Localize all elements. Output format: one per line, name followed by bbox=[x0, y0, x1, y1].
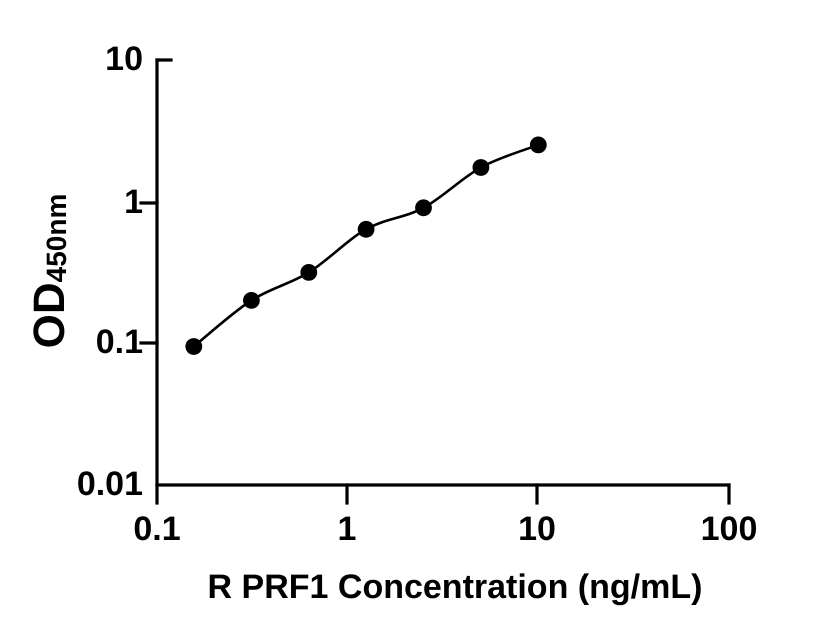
svg-text:0.01: 0.01 bbox=[77, 465, 143, 503]
svg-text:1: 1 bbox=[338, 510, 357, 548]
svg-text:0.1: 0.1 bbox=[96, 323, 143, 361]
svg-text:100: 100 bbox=[701, 510, 758, 548]
svg-text:0.1: 0.1 bbox=[133, 510, 180, 548]
svg-text:1: 1 bbox=[124, 183, 143, 221]
svg-text:R PRF1 Concentration (ng/mL): R PRF1 Concentration (ng/mL) bbox=[208, 568, 703, 606]
svg-text:10: 10 bbox=[518, 510, 556, 548]
svg-text:10: 10 bbox=[105, 40, 143, 78]
